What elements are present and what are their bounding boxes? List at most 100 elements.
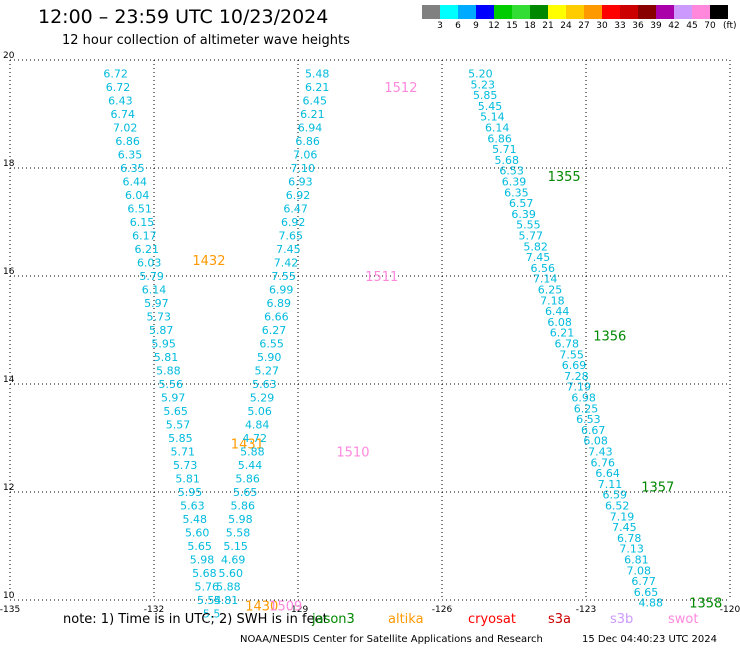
- wave-height-value: 7.10: [291, 162, 316, 175]
- wave-height-value: 6.64: [595, 467, 620, 480]
- color-scale-label: 12: [488, 21, 500, 31]
- x-tick-label-3: -126: [432, 605, 453, 615]
- color-scale-label: 33: [614, 21, 626, 31]
- wave-height-value: 6.14: [485, 122, 510, 135]
- wave-height-value: 5.27: [255, 365, 280, 378]
- wave-height-value: 5.60: [219, 567, 244, 580]
- wave-height-value: 6.39: [511, 208, 536, 221]
- color-swatch: [530, 5, 548, 19]
- color-swatch: [512, 5, 530, 19]
- wave-height-value: 7.14: [533, 273, 558, 286]
- color-scale-label: 21: [542, 21, 554, 31]
- legend-item-altika: altika: [388, 612, 424, 627]
- page-title: 12:00 – 23:59 UTC 10/23/2024: [38, 6, 329, 28]
- wave-height-value: 6.67: [581, 424, 606, 437]
- wave-height-value: 6.15: [130, 216, 155, 229]
- wave-height-value: 7.55: [271, 270, 296, 283]
- wave-height-value: 5.73: [173, 459, 198, 472]
- color-scale-label: 24: [560, 21, 572, 31]
- color-swatch: [458, 5, 476, 19]
- pass-number-label: 1511: [365, 270, 398, 285]
- wave-height-value: 5.48: [183, 513, 208, 526]
- wave-height-value: 5.79: [139, 270, 164, 283]
- wave-height-value: 6.93: [288, 176, 313, 189]
- wave-height-value: 4.84: [245, 419, 270, 432]
- wave-height-value: 6.65: [634, 586, 659, 599]
- wave-height-value: 6.89: [267, 297, 292, 310]
- wave-height-value: 6.78: [617, 532, 642, 545]
- color-swatch: [674, 5, 692, 19]
- wave-height-value: 6.77: [631, 575, 656, 588]
- color-scale-label: 6: [455, 21, 461, 31]
- color-swatch: [638, 5, 656, 19]
- wave-height-value: 4.69: [221, 554, 246, 567]
- wave-height-value: 5.58: [226, 527, 251, 540]
- wave-height-value: 5.88: [156, 365, 181, 378]
- y-tick-label-4: 12: [3, 483, 14, 493]
- wave-height-value: 5.63: [252, 378, 277, 391]
- wave-height-value: 6.86: [295, 135, 320, 148]
- wave-height-value: 6.99: [269, 284, 294, 297]
- wave-height-value: 5.48: [305, 68, 330, 81]
- chart-grid: [9, 59, 731, 601]
- legend-item-s3a: s3a: [548, 612, 572, 627]
- track-1: 5.486.216.456.216.946.867.067.106.936.92…: [214, 68, 418, 615]
- wave-height-value: 6.59: [603, 489, 628, 502]
- y-tick-label-2: 16: [3, 267, 15, 277]
- color-swatch: [656, 5, 674, 19]
- color-swatch: [548, 5, 566, 19]
- wave-height-value: 5.23: [471, 78, 496, 91]
- pass-number-label: 1510: [336, 446, 369, 461]
- wave-height-value: 7.02: [113, 122, 138, 135]
- wave-height-value: 5.86: [235, 473, 260, 486]
- wave-height-value: 7.18: [540, 294, 565, 307]
- wave-height-value: 5.85: [168, 432, 193, 445]
- satellite-tracks: 6.726.726.436.747.026.866.356.356.446.04…: [103, 68, 722, 621]
- wave-height-value: 7.13: [619, 543, 644, 556]
- y-tick-label-5: 10: [3, 591, 15, 601]
- legend-item-cryosat: cryosat: [468, 612, 516, 627]
- x-tick-label-4: -123: [576, 605, 596, 615]
- pass-number-label: 1357: [641, 481, 674, 496]
- axis-tick-labels: -135 -132 -129 -126 -123 -120 20 18 16 14 12 10: [0, 51, 740, 615]
- wave-height-value: 7.06: [293, 149, 318, 162]
- wave-height-value: 6.43: [108, 95, 133, 108]
- wave-height-value: 5.98: [228, 513, 253, 526]
- pass-number-label: 1509: [269, 599, 302, 614]
- wave-height-value: 4.72: [243, 432, 268, 445]
- wave-height-value: 6.94: [298, 122, 323, 135]
- wave-height-value: 5.97: [144, 297, 169, 310]
- page-subtitle: 12 hour collection of altimeter wave hei…: [62, 33, 350, 48]
- wave-height-value: 6.51: [127, 203, 152, 216]
- color-swatch: [692, 5, 710, 19]
- pass-number-label: 1358: [689, 597, 722, 612]
- x-tick-label-2: -129: [288, 605, 309, 615]
- wave-height-value: 5.65: [163, 405, 188, 418]
- wave-height-value: 6.27: [262, 324, 287, 337]
- wave-height-value: 6.57: [509, 197, 534, 210]
- wave-height-value: 5.06: [247, 405, 272, 418]
- wave-height-value: 7.19: [610, 510, 635, 523]
- wave-height-value: 5.85: [473, 89, 498, 102]
- wave-height-value: 6.76: [591, 456, 616, 469]
- wave-height-value: 5.87: [149, 324, 174, 337]
- wave-height-value: 5.60: [185, 527, 210, 540]
- wave-height-value: 5.55: [516, 219, 541, 232]
- wave-height-value: 6.52: [605, 500, 630, 513]
- wave-height-value: 6.47: [283, 203, 308, 216]
- pass-number-label: 1432: [192, 254, 225, 269]
- wave-height-value: 5.5: [203, 608, 221, 621]
- wave-height-value: 5.54: [197, 594, 222, 607]
- color-swatch: [566, 5, 584, 19]
- wave-height-value: 6.21: [135, 243, 160, 256]
- wave-height-value: 5.88: [240, 446, 265, 459]
- wave-height-value: 5.56: [159, 378, 184, 391]
- color-scale-label: 3: [437, 21, 443, 31]
- credit-line: NOAA/NESDIS Center for Satellite Applica…: [240, 634, 543, 645]
- wave-height-value: 6.92: [286, 189, 311, 202]
- wave-height-value: 6.72: [103, 68, 128, 81]
- wave-height-value: 5.57: [166, 419, 191, 432]
- color-swatch: [494, 5, 512, 19]
- wave-height-value: 5.68: [192, 567, 217, 580]
